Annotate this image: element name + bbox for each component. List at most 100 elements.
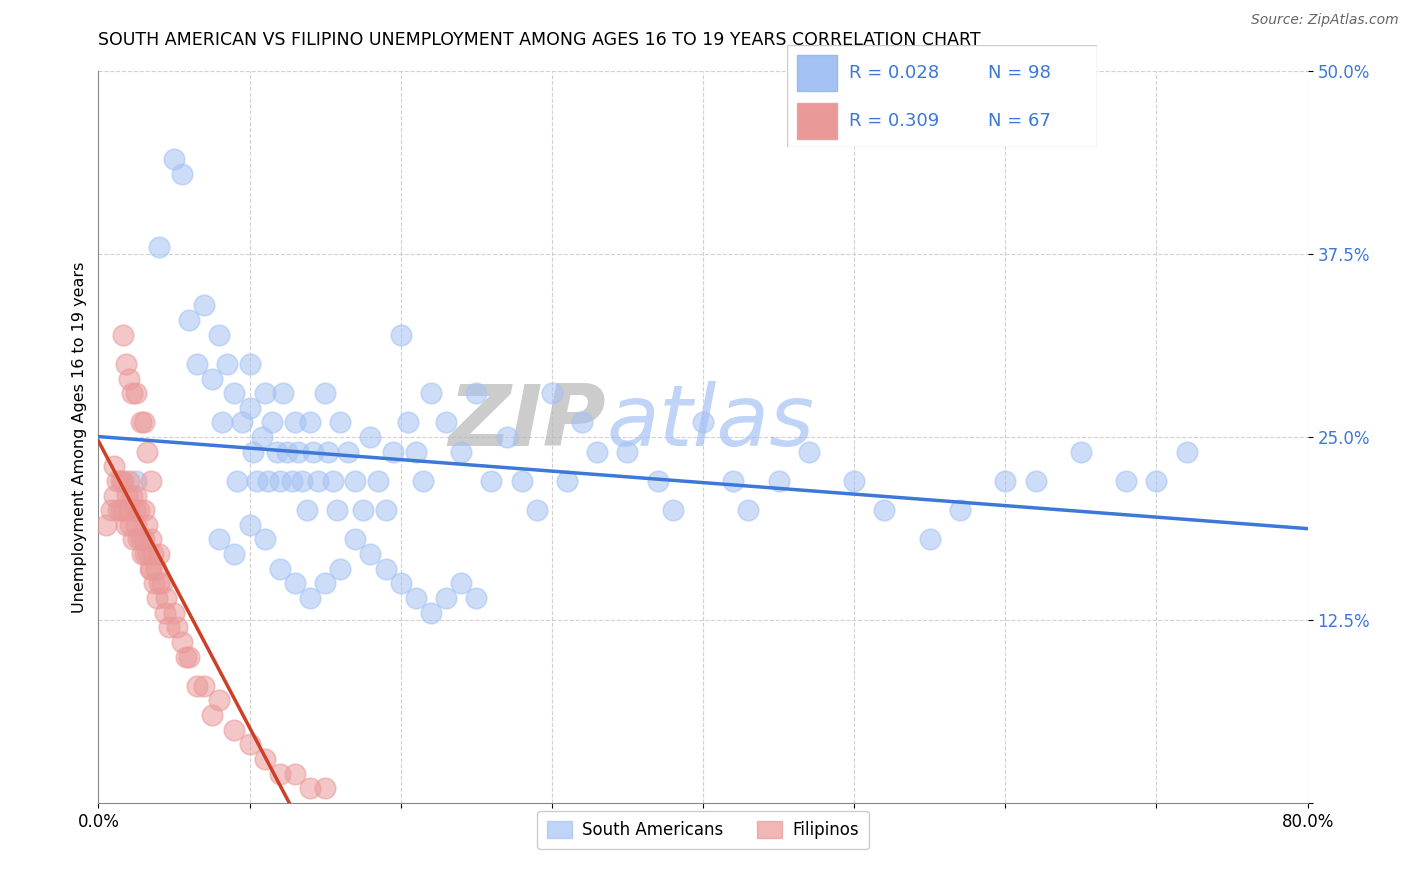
Point	[510, 474, 533, 488]
Point	[132, 416, 155, 430]
Point	[208, 327, 231, 342]
Point	[291, 474, 314, 488]
Point	[434, 416, 457, 430]
Point	[124, 503, 146, 517]
Point	[115, 489, 138, 503]
Point	[266, 444, 288, 458]
Point	[150, 576, 173, 591]
Point	[120, 517, 142, 532]
Text: R = 0.309: R = 0.309	[849, 112, 939, 130]
Point	[103, 489, 125, 503]
FancyBboxPatch shape	[797, 103, 837, 139]
Y-axis label: Unemployment Among Ages 16 to 19 years: Unemployment Among Ages 16 to 19 years	[72, 261, 87, 613]
Point	[465, 386, 488, 401]
Point	[129, 416, 152, 430]
Point	[405, 591, 427, 605]
Point	[269, 474, 291, 488]
Point	[141, 562, 163, 576]
Point	[170, 167, 193, 181]
Point	[692, 416, 714, 430]
Point	[122, 533, 145, 547]
Point	[114, 517, 136, 532]
Point	[135, 444, 157, 458]
Point	[193, 679, 215, 693]
Point	[271, 386, 294, 401]
Point	[420, 386, 443, 401]
Point	[420, 606, 443, 620]
Point	[295, 503, 318, 517]
Point	[344, 474, 367, 488]
Point	[118, 371, 141, 385]
Point	[114, 357, 136, 371]
Point	[284, 416, 307, 430]
Point	[661, 503, 683, 517]
Point	[396, 416, 419, 430]
Point	[1070, 444, 1092, 458]
Point	[1115, 474, 1137, 488]
Point	[1024, 474, 1046, 488]
Point	[586, 444, 609, 458]
Point	[299, 781, 322, 796]
Point	[105, 474, 128, 488]
Point	[374, 503, 396, 517]
Point	[314, 386, 336, 401]
Point	[111, 474, 134, 488]
Point	[132, 503, 155, 517]
Point	[797, 444, 820, 458]
Point	[723, 474, 745, 488]
Point	[616, 444, 638, 458]
Point	[647, 474, 669, 488]
Point	[142, 547, 165, 561]
Point	[163, 606, 186, 620]
Point	[186, 679, 208, 693]
Point	[360, 430, 382, 444]
Point	[284, 766, 307, 780]
Point	[844, 474, 866, 488]
Point	[367, 474, 389, 488]
Point	[224, 547, 246, 561]
Point	[389, 327, 412, 342]
Point	[224, 723, 246, 737]
Point	[526, 503, 548, 517]
Point	[146, 591, 169, 605]
Point	[389, 576, 412, 591]
Point	[110, 474, 132, 488]
Point	[208, 693, 231, 707]
FancyBboxPatch shape	[787, 45, 1097, 147]
Point	[434, 591, 457, 605]
Point	[352, 503, 374, 517]
FancyBboxPatch shape	[797, 55, 837, 91]
Point	[307, 474, 329, 488]
Point	[329, 416, 352, 430]
Point	[326, 503, 349, 517]
Point	[239, 517, 262, 532]
Point	[465, 591, 488, 605]
Text: N = 67: N = 67	[988, 112, 1052, 130]
Point	[994, 474, 1017, 488]
Point	[555, 474, 578, 488]
Point	[253, 533, 276, 547]
Point	[949, 503, 972, 517]
Point	[135, 517, 157, 532]
Point	[107, 503, 129, 517]
Point	[768, 474, 790, 488]
Point	[405, 444, 427, 458]
Point	[103, 459, 125, 474]
Point	[250, 430, 273, 444]
Point	[148, 547, 170, 561]
Point	[208, 533, 231, 547]
Text: ZIP: ZIP	[449, 381, 606, 464]
Point	[314, 781, 336, 796]
Point	[201, 708, 224, 723]
Point	[139, 562, 162, 576]
Point	[737, 503, 759, 517]
Text: atlas: atlas	[606, 381, 814, 464]
Point	[269, 766, 291, 780]
Point	[118, 474, 141, 488]
Point	[495, 430, 517, 444]
Point	[159, 620, 181, 634]
Point	[253, 386, 276, 401]
Point	[155, 591, 177, 605]
Point	[239, 737, 262, 751]
Point	[253, 752, 276, 766]
